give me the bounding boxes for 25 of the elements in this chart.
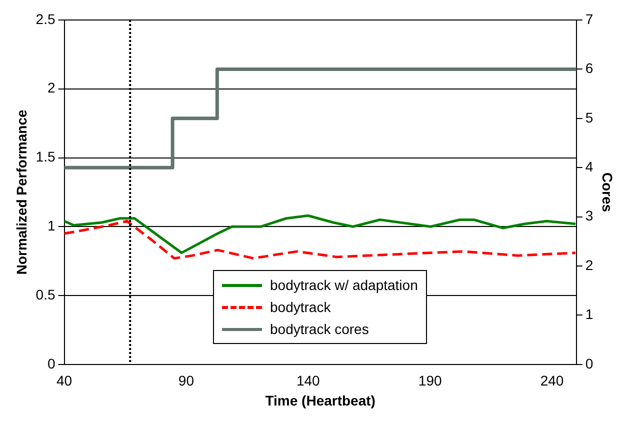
y-tick-label: 0 <box>47 355 56 372</box>
y-tick-label: 2.5 <box>36 10 56 27</box>
y2-tick-label: 0 <box>585 355 594 372</box>
y2-tick-label: 1 <box>585 306 594 322</box>
y-tick-label: 1.5 <box>36 148 56 165</box>
y2-tick-label: 4 <box>585 158 594 174</box>
y-tick-label: 2 <box>47 80 56 96</box>
y-tick-label: 0.5 <box>36 286 56 302</box>
y2-tick-label: 2 <box>585 256 594 273</box>
y-axis-title: Normalized Performance <box>13 110 30 275</box>
x-tick-label: 140 <box>296 372 320 389</box>
x-tick-label: 90 <box>178 372 194 389</box>
y-tick-label: 1 <box>47 218 56 234</box>
x-tick-label: 240 <box>540 372 564 389</box>
y2-tick-label: 3 <box>585 208 594 224</box>
legend-label: bodytrack w/ adaptation <box>270 277 418 293</box>
y2-tick-label: 6 <box>585 60 594 76</box>
x-axis-title: Time (Heartbeat) <box>265 392 376 408</box>
y2-axis-title: Cores <box>600 172 616 212</box>
legend-label: bodytrack <box>270 299 331 315</box>
x-tick-label: 190 <box>418 372 442 389</box>
x-tick-label: 40 <box>56 372 72 389</box>
y2-tick-label: 5 <box>585 109 594 126</box>
legend-label: bodytrack cores <box>270 321 369 337</box>
y2-tick-label: 7 <box>585 10 594 27</box>
